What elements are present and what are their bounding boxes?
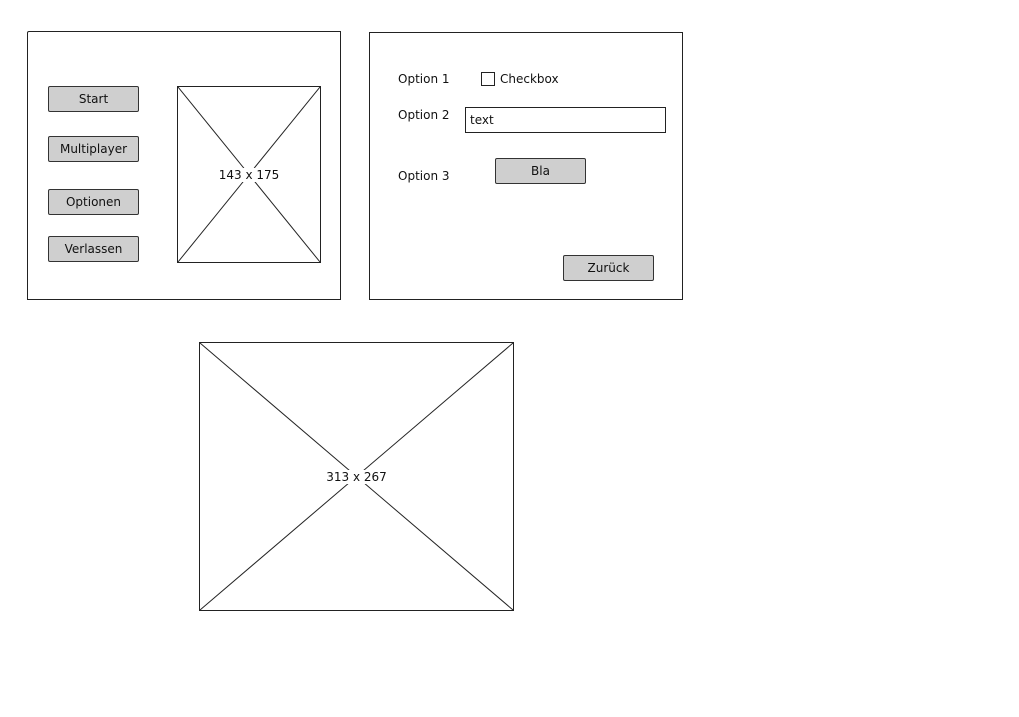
checkbox-label: Checkbox bbox=[500, 72, 559, 86]
start-button[interactable]: Start bbox=[48, 86, 139, 112]
main-menu-panel: Start Multiplayer Optionen Verlassen 143… bbox=[27, 31, 341, 300]
options-panel: Option 1 Checkbox Option 2 Option 3 Bla … bbox=[369, 32, 683, 300]
option1-label: Option 1 bbox=[398, 72, 450, 86]
quit-button[interactable]: Verlassen bbox=[48, 236, 139, 262]
option3-label: Option 3 bbox=[398, 169, 450, 183]
options-button[interactable]: Optionen bbox=[48, 189, 139, 215]
large-image-placeholder: 313 x 267 bbox=[199, 342, 514, 611]
option1-checkbox[interactable] bbox=[481, 72, 495, 86]
option2-label: Option 2 bbox=[398, 108, 450, 122]
back-button[interactable]: Zurück bbox=[563, 255, 654, 281]
large-image-dimensions-label: 313 x 267 bbox=[324, 469, 389, 484]
menu-image-placeholder: 143 x 175 bbox=[177, 86, 321, 263]
bla-button[interactable]: Bla bbox=[495, 158, 586, 184]
image-dimensions-label: 143 x 175 bbox=[216, 167, 282, 182]
multiplayer-button[interactable]: Multiplayer bbox=[48, 136, 139, 162]
option2-text-input[interactable] bbox=[465, 107, 666, 133]
